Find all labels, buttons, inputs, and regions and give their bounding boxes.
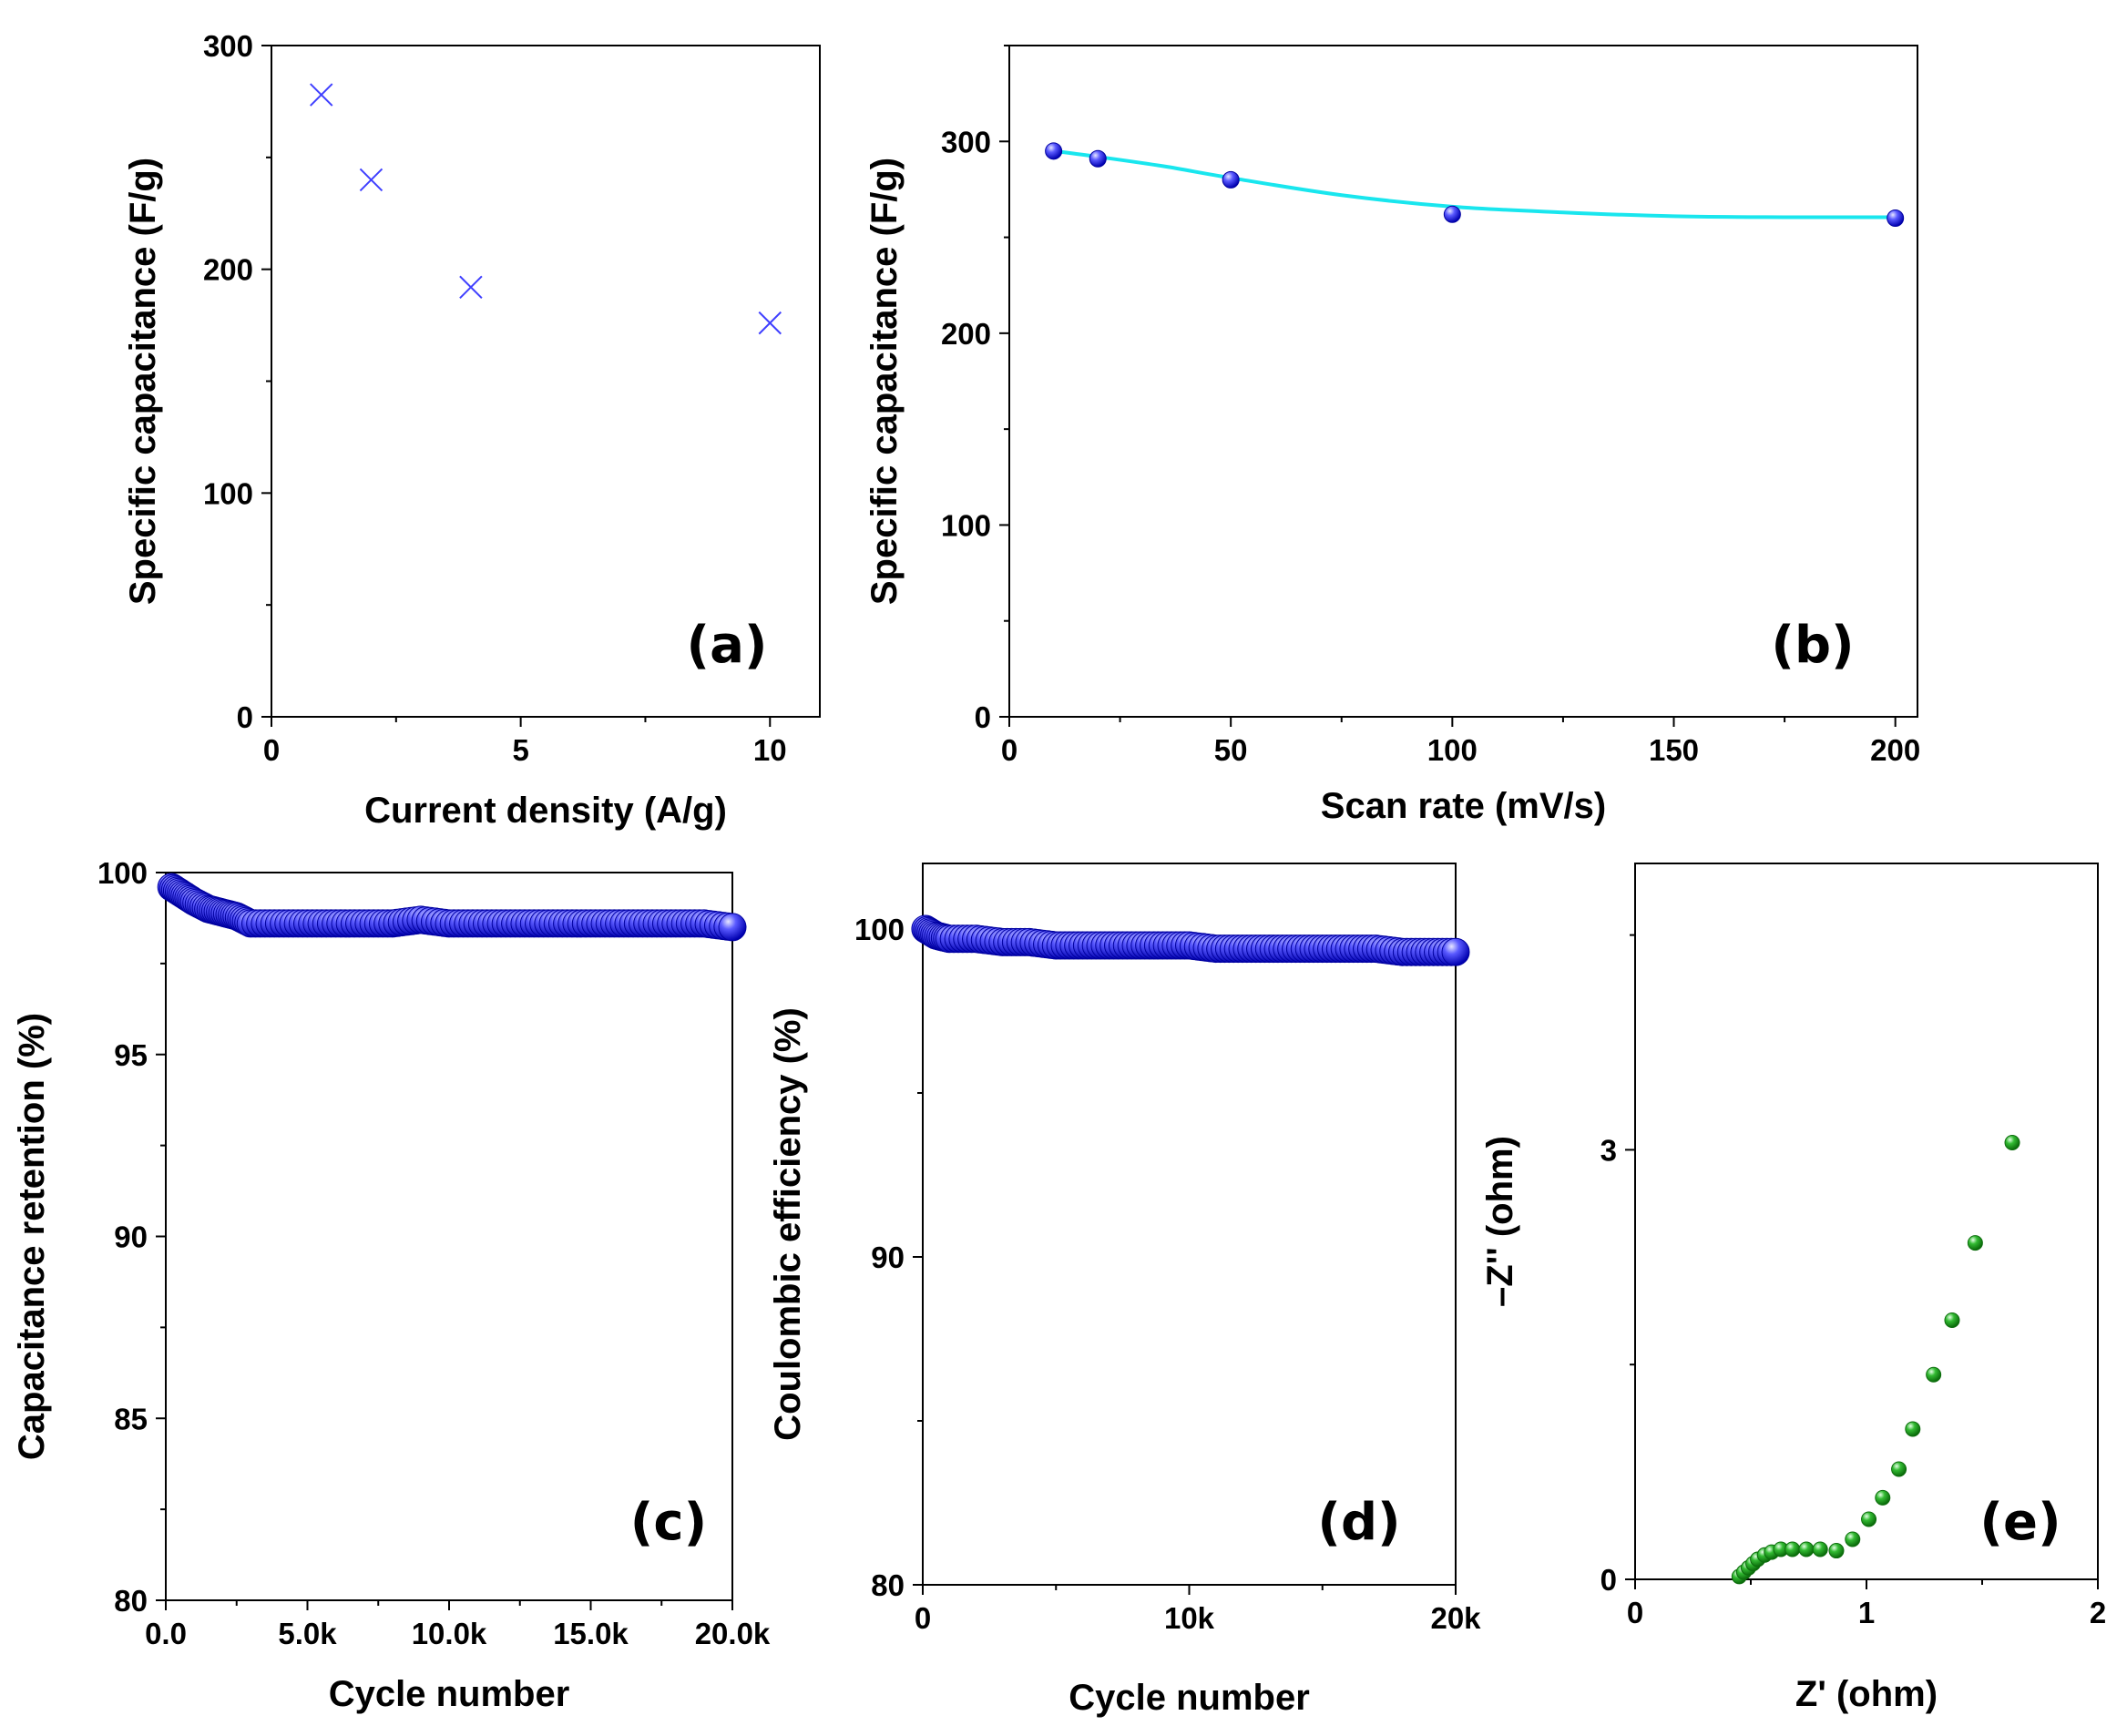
data-point (1812, 1541, 1828, 1557)
x-tick-label: 0 (1001, 733, 1017, 767)
data-point (459, 275, 483, 300)
y-tick-label: 0 (1600, 1563, 1617, 1597)
x-tick-label: 5.0k (278, 1617, 337, 1650)
data-point (1891, 1461, 1907, 1477)
x-axis-title: Z' (ohm) (1795, 1674, 1938, 1714)
y-tick-label: 80 (114, 1584, 148, 1618)
y-tick-label: 90 (114, 1220, 148, 1254)
x-tick-label: 150 (1649, 733, 1699, 767)
y-tick-label: 80 (871, 1568, 905, 1602)
y-tick-label: 200 (203, 253, 253, 287)
panel-label: (c) (630, 1493, 707, 1552)
data-point (1828, 1543, 1845, 1559)
y-tick-label: 300 (941, 125, 991, 158)
x-axis-title: Current density (A/g) (364, 791, 727, 831)
y-tick-label: 200 (941, 317, 991, 351)
x-tick-label: 2 (2090, 1596, 2106, 1629)
x-tick-label: 1 (1858, 1596, 1875, 1629)
data-point (1967, 1235, 1983, 1251)
y-tick-label: 85 (114, 1402, 148, 1435)
y-tick-label: 300 (203, 29, 253, 63)
plot-frame (1008, 45, 1918, 718)
x-tick-label: 0 (1627, 1596, 1643, 1629)
y-tick-label: 0 (975, 700, 991, 734)
x-axis-title: Cycle number (1069, 1678, 1310, 1718)
data-point (1926, 1366, 1942, 1383)
x-axis-title: Cycle number (329, 1674, 570, 1714)
data-point (1845, 1531, 1861, 1547)
y-axis-title: Specific capacitance (F/g) (864, 158, 905, 605)
y-tick-label: 90 (871, 1241, 905, 1274)
x-tick-label: 10k (1164, 1601, 1215, 1635)
data-point (1875, 1489, 1891, 1506)
y-tick-label: 95 (114, 1038, 148, 1072)
x-tick-label: 10.0k (412, 1617, 487, 1650)
chart-panel-e: 0 1 2 0 3 Z' (ohm) –Z'' (ohm) (e) (1480, 863, 2106, 1714)
panel-label: (d) (1317, 1493, 1400, 1552)
panel-label: (a) (687, 616, 768, 675)
x-tick-label: 0 (915, 1601, 931, 1635)
x-tick-label: 100 (1427, 733, 1478, 767)
y-tick-label: 3 (1600, 1133, 1617, 1167)
data-point (310, 83, 333, 107)
y-tick-label: 100 (203, 476, 253, 510)
y-axis-title: Coulombic efficiency (%) (768, 1007, 808, 1441)
fit-curve (1053, 148, 1896, 220)
x-tick-label: 0.0 (145, 1617, 187, 1650)
y-axis-title: –Z'' (ohm) (1480, 1136, 1520, 1307)
x-tick-label: 20k (1430, 1601, 1481, 1635)
data-point (1905, 1421, 1921, 1437)
data-point (1443, 205, 1461, 223)
data-point (1798, 1541, 1815, 1557)
y-tick-label: 100 (941, 508, 991, 542)
plot-frame (1634, 863, 2099, 1580)
data-point (1784, 1541, 1801, 1557)
data-point (359, 168, 383, 192)
plot-frame (922, 863, 1457, 1586)
data-point (1861, 1511, 1877, 1527)
y-tick-label: 100 (854, 913, 905, 946)
y-axis-title: Specific capacitance (F/g) (123, 158, 163, 605)
x-axis-title: Scan rate (mV/s) (1321, 786, 1606, 826)
chart-panel-b: 0 50 100 150 200 0 100 200 300 Scan rate (mV/s) Sp… (864, 45, 1920, 826)
data-point (1441, 937, 1470, 966)
data-point (1944, 1312, 1960, 1328)
x-tick-label: 5 (512, 733, 528, 767)
panel-label: (b) (1771, 616, 1854, 675)
data-point (758, 311, 782, 335)
data-point (1887, 209, 1905, 228)
data-point (1089, 149, 1107, 168)
x-tick-label: 10 (753, 733, 787, 767)
chart-panel-c: 0.0 5.0k 10.0k 15.0k 20.0k 80 85 90 95 100 Cycle n… (12, 856, 771, 1714)
panel-label: (e) (1979, 1493, 2061, 1552)
data-point (2004, 1135, 2020, 1151)
plot-frame (165, 872, 733, 1601)
x-tick-label: 20.0k (695, 1617, 771, 1650)
x-tick-label: 200 (1870, 733, 1920, 767)
y-tick-label: 0 (237, 700, 253, 734)
chart-panel-d: 0 10k 20k 80 90 100 Cycle number Coulombic effi… (768, 863, 1481, 1718)
data-point (1045, 142, 1063, 160)
data-point (1222, 170, 1240, 189)
x-tick-label: 15.0k (553, 1617, 629, 1650)
x-tick-label: 0 (263, 733, 280, 767)
x-tick-label: 50 (1214, 733, 1248, 767)
y-axis-title: Capacitance retention (%) (12, 1013, 52, 1460)
data-point (718, 913, 747, 942)
y-tick-label: 100 (97, 856, 148, 890)
